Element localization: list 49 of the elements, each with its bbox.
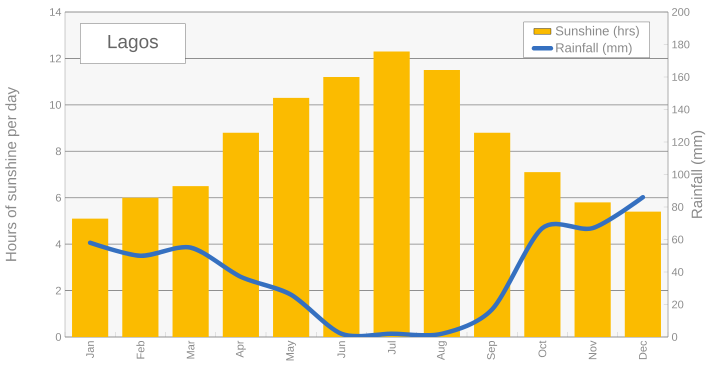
y-tick-label: 6 [56, 194, 62, 202]
bar [122, 198, 158, 337]
bar [624, 212, 661, 337]
x-tick-label: Mar [186, 340, 194, 359]
bar [424, 70, 460, 337]
y2-tick-label: 0 [672, 333, 678, 341]
y2-tick-label: 200 [672, 8, 690, 16]
bar [172, 186, 209, 337]
x-tick-label: Sep [487, 340, 498, 360]
x-tick-label: Aug [436, 341, 447, 360]
y-tick-label: 8 [56, 147, 62, 156]
y2-tick-label: 120 [672, 138, 690, 146]
y-tick-label: 2 [56, 286, 61, 294]
y2-tick-label: 180 [672, 40, 690, 48]
x-tick-label: Apr [236, 340, 246, 358]
x-tick-label: Feb [136, 340, 144, 359]
bar [474, 132, 510, 337]
bar [524, 172, 560, 337]
y2-tick-label: 140 [672, 106, 690, 114]
bar [72, 218, 108, 337]
bar [574, 202, 611, 337]
bar [323, 76, 360, 337]
bar [273, 98, 310, 337]
y2-tick-label: 60 [672, 236, 684, 244]
y2-axis-title: Rainfall (mm) [691, 130, 706, 218]
y-tick-label: 0 [56, 333, 62, 341]
y2-tick-label: 80 [672, 203, 684, 211]
y-axis-title: Hours of sunshine per day [5, 87, 20, 261]
bar [222, 132, 259, 337]
bar [374, 51, 410, 337]
y-tick-label: 4 [56, 240, 62, 248]
x-tick-label: Nov [588, 340, 596, 360]
line-series [88, 194, 646, 337]
legend-label: Sunshine (hrs) [556, 26, 639, 38]
y2-tick-label: 40 [672, 268, 684, 276]
y-tick-label: 14 [50, 8, 62, 16]
x-tick-label: Jan [86, 341, 94, 358]
y2-tick-label: 100 [672, 170, 690, 178]
y-tick-label: 10 [50, 100, 62, 109]
text: Lagos [108, 35, 158, 52]
legend-label: Rainfall (mm) [556, 42, 632, 55]
x-tick-label: Oct [538, 340, 546, 358]
y2-tick-label: 160 [672, 73, 690, 81]
y2-tick-label: 20 [672, 300, 684, 308]
x-tick-label: Dec [639, 340, 647, 360]
y-tick-label: 12 [50, 54, 61, 62]
x-tick-label: May [286, 340, 296, 360]
x-tick-label: Jun [338, 341, 346, 358]
x-tick-label: Jul [388, 341, 396, 354]
